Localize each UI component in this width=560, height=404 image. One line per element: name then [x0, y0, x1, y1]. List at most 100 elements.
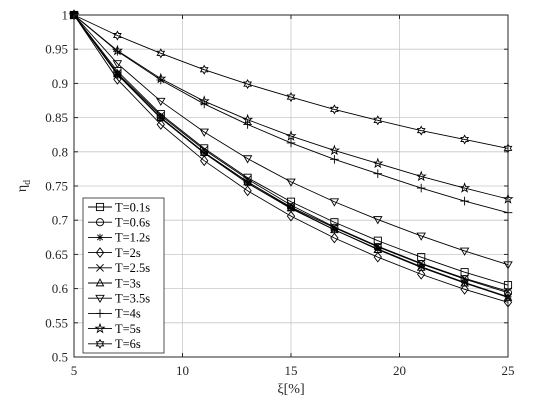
series-line	[73, 14, 509, 200]
data-point	[373, 115, 383, 126]
data-point	[243, 79, 252, 90]
data-point	[374, 245, 381, 252]
data-point	[416, 232, 426, 241]
legend-marker	[95, 338, 105, 349]
data-point	[200, 155, 209, 167]
data-point	[242, 113, 254, 125]
data-point	[199, 64, 209, 75]
data-point	[460, 283, 469, 295]
series-line	[73, 14, 509, 286]
data-point	[459, 182, 471, 193]
data-point	[243, 176, 252, 186]
data-point	[286, 202, 296, 212]
data-point	[111, 44, 123, 56]
legend-marker	[95, 294, 105, 304]
data-point	[330, 224, 339, 234]
data-point	[330, 104, 339, 115]
data-point	[113, 73, 122, 85]
data-point	[372, 157, 384, 169]
data-point	[417, 268, 426, 280]
data-point	[242, 113, 254, 125]
x-tick-label: 20	[393, 363, 406, 378]
data-point	[373, 244, 383, 253]
legend-marker	[95, 202, 105, 212]
data-point	[460, 134, 469, 145]
legend-marker	[94, 322, 106, 334]
data-point	[112, 60, 123, 69]
y-axis-label: ηd	[15, 180, 33, 192]
legend-marker	[94, 322, 106, 334]
legend-marker	[95, 278, 105, 287]
legend-label: T=5s	[115, 322, 141, 336]
data-point	[373, 216, 383, 225]
y-tick-label: 0.8	[52, 144, 68, 159]
data-point	[113, 30, 122, 41]
data-point	[459, 247, 470, 256]
data-point	[372, 157, 384, 169]
data-point	[416, 232, 426, 241]
data-point	[200, 155, 209, 167]
data-point	[286, 210, 296, 222]
legend-label: T=3.5s	[115, 292, 150, 306]
data-point	[416, 262, 426, 271]
data-point	[199, 64, 209, 75]
legend-marker	[95, 218, 105, 227]
data-point	[416, 183, 426, 193]
data-point	[460, 278, 469, 287]
legend-marker	[96, 234, 104, 241]
data-point	[286, 92, 296, 103]
legend-label: T=3s	[115, 276, 141, 290]
legend-marker	[96, 263, 104, 272]
y-tick-labels: 0.5 0.55 0.6 0.65 0.7 0.75 0.8 0.85 0.9 0.95 1	[45, 8, 68, 365]
data-point	[373, 251, 382, 263]
data-point	[111, 44, 123, 56]
data-point	[156, 119, 165, 130]
data-point	[243, 176, 252, 186]
x-tick-labels: 5 10 15 20 25	[71, 363, 515, 378]
data-point	[328, 144, 340, 156]
data-point	[330, 232, 339, 244]
data-point	[460, 196, 469, 206]
x-tick-label: 10	[176, 363, 189, 378]
data-point	[243, 185, 252, 197]
legend-marker	[96, 233, 104, 241]
data-point	[415, 170, 427, 182]
legend: T=0.1sT=0.6sT=1.2sT=2sT=2.5sT=3sT=3.5sT=…	[82, 197, 165, 354]
data-point	[112, 60, 123, 69]
data-point	[199, 128, 209, 137]
data-point	[330, 155, 339, 164]
data-point	[329, 198, 340, 207]
data-point	[156, 97, 166, 107]
y-axis-label-subscript: d	[22, 180, 33, 185]
series-line	[73, 14, 509, 303]
legend-label: T=2s	[115, 246, 141, 260]
data-point	[286, 92, 296, 103]
data-point	[156, 48, 166, 59]
data-point	[416, 125, 426, 136]
data-point	[459, 182, 471, 193]
data-point	[373, 236, 382, 245]
data-point	[460, 278, 469, 287]
data-point	[243, 79, 252, 90]
data-point	[331, 226, 338, 233]
data-point	[199, 147, 209, 156]
legend-marker	[95, 278, 105, 287]
x-tick-label: 15	[285, 363, 298, 378]
data-point	[198, 95, 210, 106]
data-point	[198, 95, 210, 106]
data-point	[155, 72, 167, 84]
legend-marker	[95, 338, 105, 349]
legend-marker	[95, 202, 105, 212]
data-point	[156, 97, 166, 107]
y-tick-label: 0.6	[52, 281, 69, 296]
axis-ticks	[73, 14, 509, 358]
data-point	[373, 216, 383, 225]
data-point	[113, 69, 122, 78]
data-point	[373, 169, 383, 179]
data-point	[113, 69, 122, 78]
y-tick-label: 0.9	[52, 76, 68, 91]
data-point	[113, 30, 122, 41]
legend-marker	[95, 309, 105, 318]
data-point	[460, 134, 469, 145]
data-point	[199, 147, 209, 156]
